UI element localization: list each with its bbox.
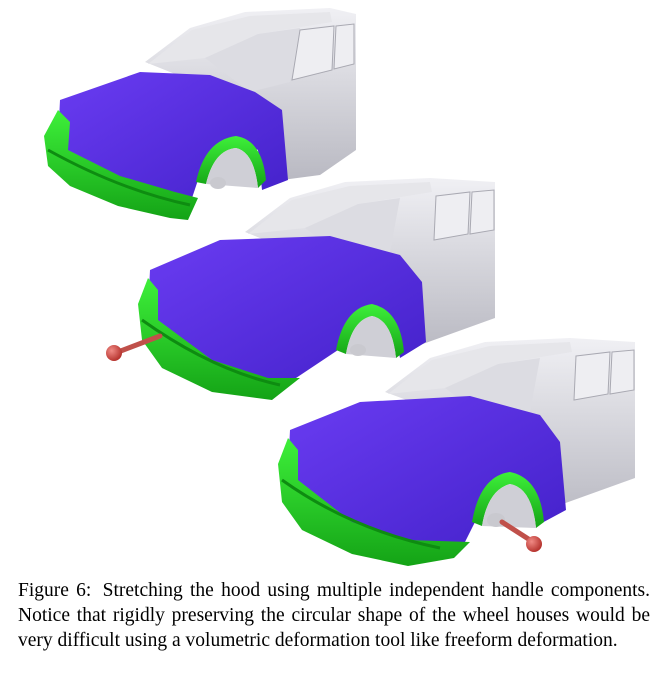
side-window xyxy=(433,191,471,241)
axle xyxy=(210,177,226,189)
hood-handle-region xyxy=(288,396,566,556)
bumper-handle-region xyxy=(138,278,300,400)
handle-stick xyxy=(499,519,533,543)
handle-stick xyxy=(115,333,163,355)
bumper-crease xyxy=(141,318,281,387)
side-window xyxy=(469,189,495,235)
caption-text: Stretching the hood using multiple indep… xyxy=(18,580,650,651)
axle xyxy=(350,344,366,356)
figure-caption: Figure 6: Stretching the hood using mult… xyxy=(18,578,650,653)
side-window xyxy=(291,25,335,81)
side-window xyxy=(573,351,611,401)
bumper-handle-region xyxy=(44,110,198,220)
bumper-handle-region xyxy=(278,438,470,566)
car-roof xyxy=(248,182,432,234)
windshield xyxy=(305,198,400,262)
wheel-house-rim xyxy=(336,304,404,358)
car-panel-wheel-handle xyxy=(278,338,635,566)
side-window xyxy=(609,349,635,395)
car-roof xyxy=(148,12,332,64)
car-panel-front-handle xyxy=(106,178,495,400)
wheel-house-rim xyxy=(196,136,266,188)
handle-ball xyxy=(106,345,122,361)
caption-label: Figure 6: xyxy=(18,580,92,601)
windshield xyxy=(445,358,540,422)
hood-handle-region xyxy=(148,236,426,394)
wheel-house-rim xyxy=(472,472,544,528)
figure-illustration xyxy=(44,8,635,566)
car-roof xyxy=(388,342,572,394)
car-panel-original xyxy=(44,8,356,220)
bumper-crease xyxy=(47,148,191,207)
side-window xyxy=(333,23,355,70)
handle-ball xyxy=(526,536,542,552)
bumper-crease xyxy=(281,478,441,550)
windshield xyxy=(205,28,300,92)
